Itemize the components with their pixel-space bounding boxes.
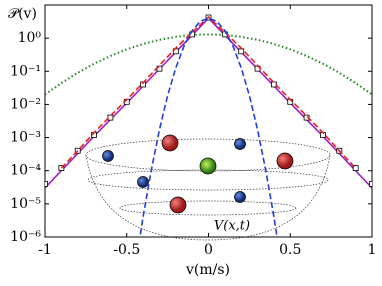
line-series — [139, 17, 278, 237]
y-tick-label: 10⁻⁶ — [10, 229, 41, 245]
y-tick-label: 10⁻² — [10, 96, 41, 112]
illustration — [85, 134, 331, 241]
marker — [369, 181, 372, 187]
plot-area — [45, 14, 372, 237]
y-axis-label: 𝒫(v) — [8, 6, 37, 22]
line-series — [45, 33, 372, 96]
y-tick-label: 10⁻⁵ — [10, 196, 41, 212]
x-tick-label: 0 — [204, 242, 213, 258]
marker — [352, 165, 359, 171]
marker — [45, 181, 48, 187]
y-tick-label: 10⁻⁴ — [10, 163, 41, 179]
y-tick-label: 10⁻¹ — [10, 63, 41, 79]
y-tick-label: 10⁰ — [18, 30, 42, 46]
plot-frame — [44, 4, 373, 238]
annotation: V(x,t) — [214, 219, 250, 234]
x-tick-label: 0.5 — [279, 242, 301, 258]
marker — [107, 114, 114, 121]
x-tick-label: -1 — [38, 242, 52, 258]
x-tick-label: 1 — [368, 242, 377, 258]
y-tick-label: 10⁻³ — [10, 130, 41, 146]
line-series — [60, 16, 357, 169]
marker — [238, 48, 245, 55]
x-tick-label: -0.5 — [113, 242, 140, 258]
x-axis-label: v(m/s) — [185, 262, 230, 278]
